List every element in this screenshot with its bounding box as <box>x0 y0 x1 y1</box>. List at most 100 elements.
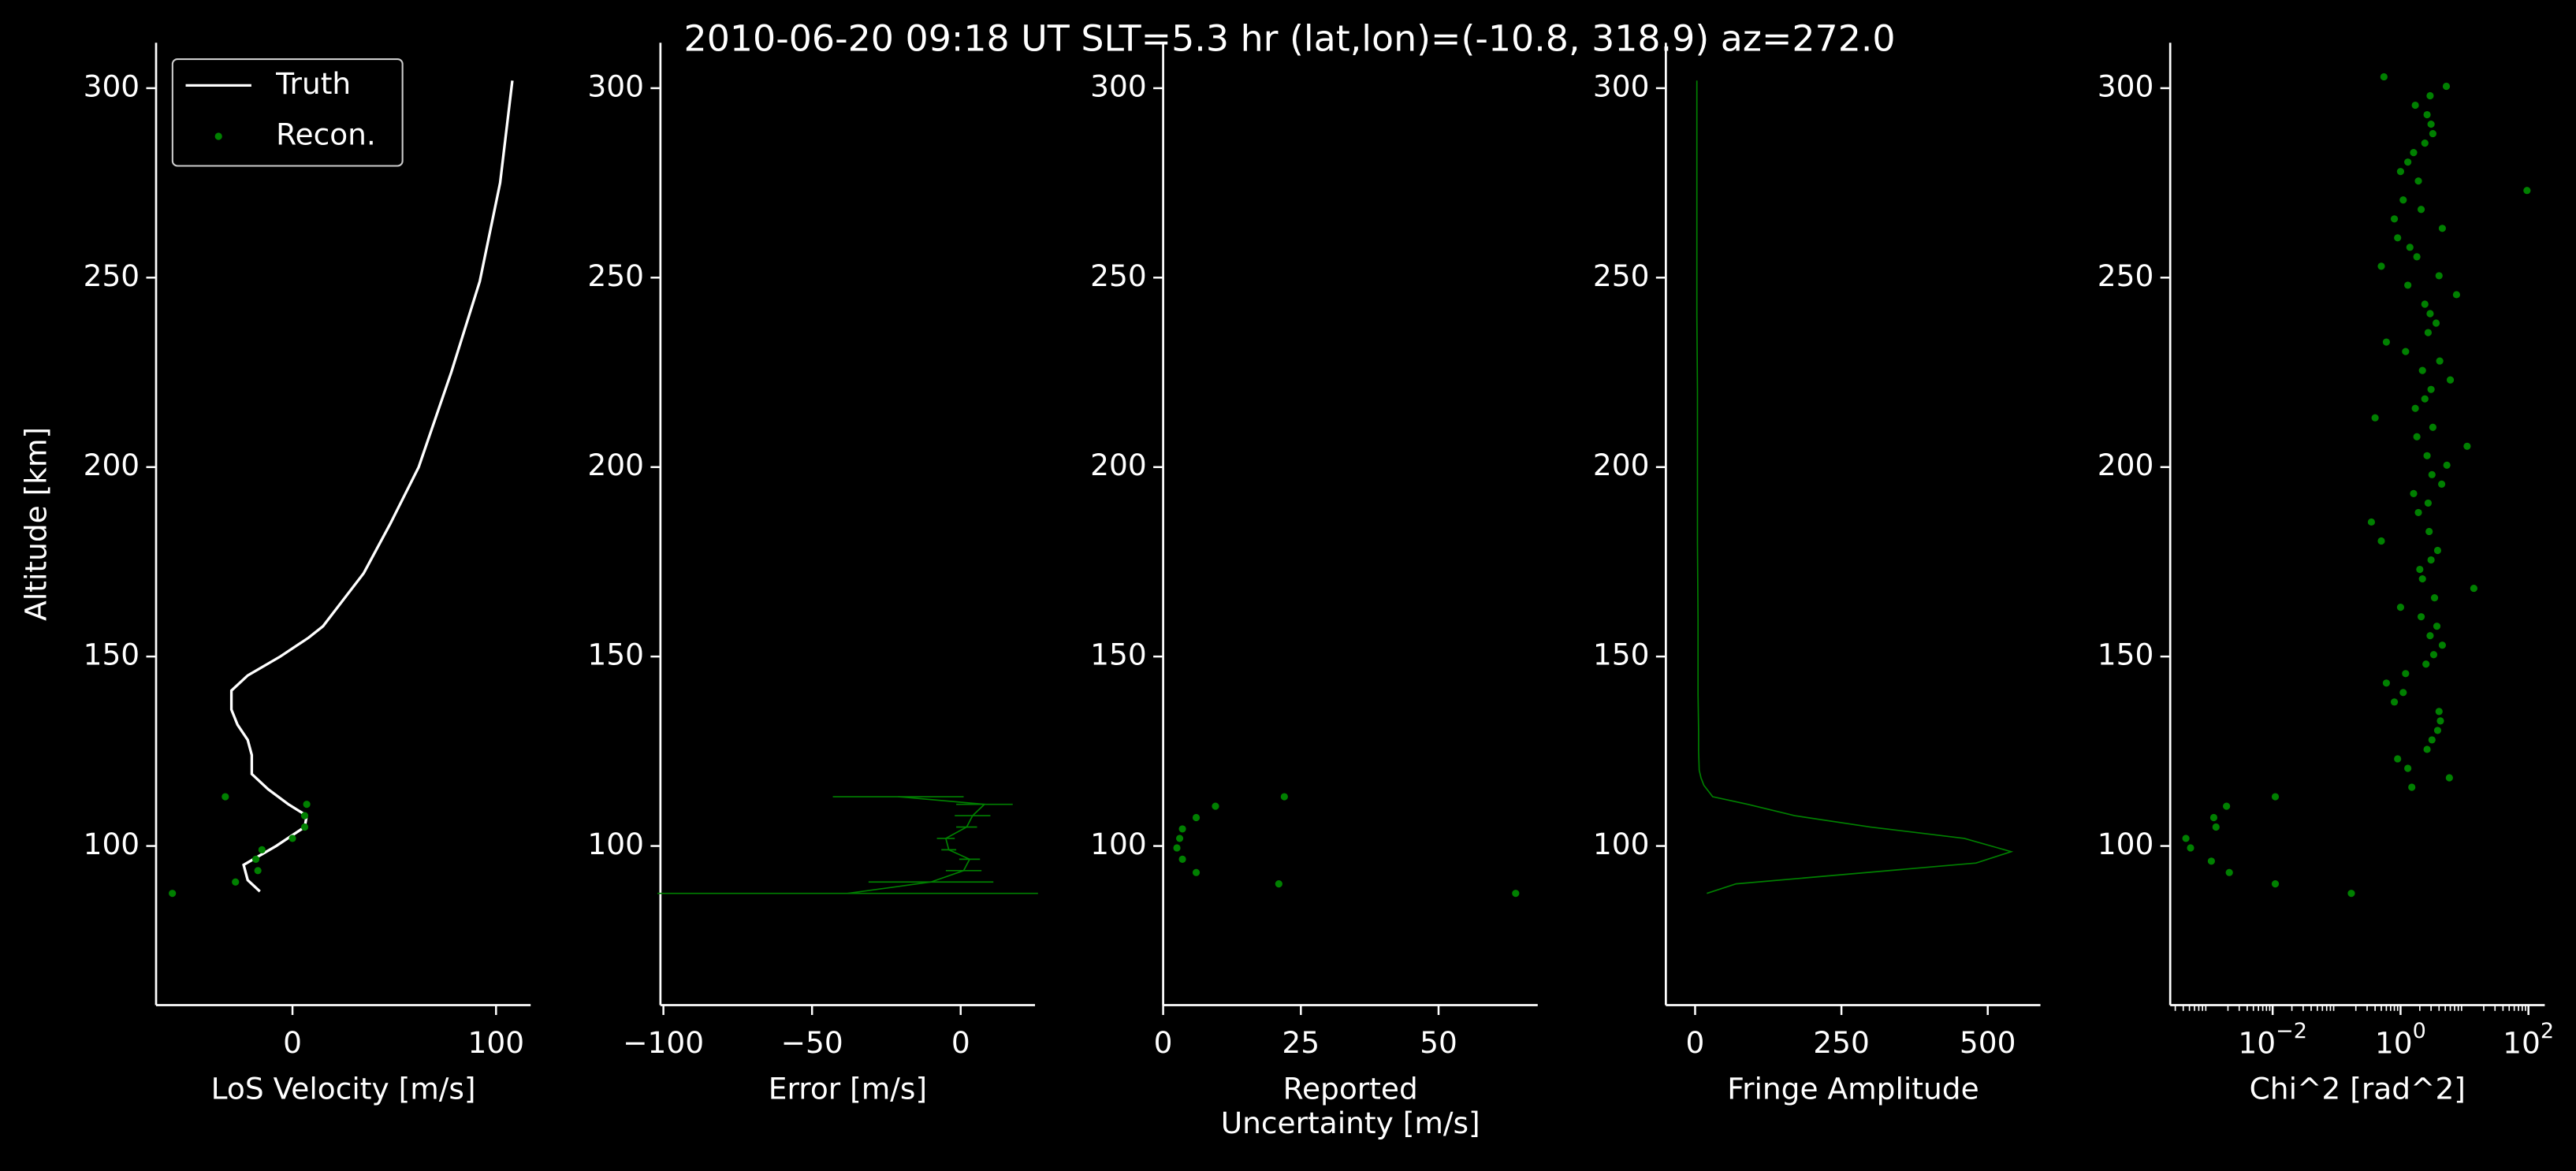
data-point <box>2424 499 2432 507</box>
data-point <box>2402 670 2410 678</box>
figure-title: 2010-06-20 09:18 UT SLT=5.3 hr (lat,lon)… <box>684 17 1896 60</box>
data-point <box>2414 508 2422 517</box>
legend-label: Recon. <box>276 117 376 151</box>
data-point <box>2433 623 2441 630</box>
data-point <box>2470 585 2477 593</box>
data-point <box>2423 110 2431 119</box>
data-point <box>2347 890 2355 898</box>
x-axis-label: Error [m/s] <box>769 1071 927 1106</box>
data-point <box>2429 130 2436 138</box>
data-point <box>2427 385 2435 393</box>
data-point <box>2438 225 2446 232</box>
x-tick-base: 10 <box>2238 1025 2276 1060</box>
y-axis-label: Altitude [km] <box>18 427 53 621</box>
y-tick-label: 200 <box>1090 448 1147 482</box>
data-point <box>2418 574 2426 583</box>
data-point <box>2435 272 2443 280</box>
legend-marker <box>214 132 222 140</box>
data-point <box>1178 855 1186 863</box>
data-point <box>2413 433 2421 441</box>
y-tick-label: 300 <box>1593 69 1650 103</box>
data-point <box>2271 793 2280 801</box>
data-point <box>2212 823 2220 831</box>
y-tick-label: 150 <box>2098 638 2154 672</box>
x-tick-label: 500 <box>1960 1025 2016 1060</box>
data-point <box>2207 857 2215 865</box>
data-point <box>2452 291 2460 299</box>
data-point <box>2438 480 2446 488</box>
x-tick-label: 50 <box>1420 1025 1457 1060</box>
x-tick-exponent: −2 <box>2276 1018 2307 1043</box>
data-point <box>2445 774 2453 782</box>
x-tick-label: 250 <box>1813 1025 1870 1060</box>
data-point <box>2406 243 2414 251</box>
data-point <box>2436 357 2444 365</box>
data-point <box>2377 537 2385 545</box>
data-point <box>258 846 266 853</box>
x-tick-label: 0 <box>951 1025 970 1060</box>
y-tick-label: 150 <box>84 638 140 672</box>
data-point <box>2382 679 2391 687</box>
x-tick-label: 100 <box>2375 1018 2426 1060</box>
data-point <box>2413 253 2421 261</box>
x-tick-label: 100 <box>468 1025 525 1060</box>
data-point <box>2382 338 2391 346</box>
data-point <box>2416 565 2424 574</box>
x-tick-label: −50 <box>781 1025 843 1060</box>
data-point <box>2425 527 2433 536</box>
x-tick-label: 25 <box>1282 1025 1320 1060</box>
data-point <box>2433 546 2442 555</box>
data-point <box>2399 689 2407 697</box>
data-point <box>232 878 240 886</box>
x-axis-label: LoS Velocity [m/s] <box>211 1071 476 1106</box>
data-point <box>2426 632 2434 640</box>
data-point <box>2394 234 2402 242</box>
y-tick-label: 100 <box>1090 827 1147 861</box>
x-tick-label: 10−2 <box>2238 1018 2307 1060</box>
data-point <box>2414 177 2422 185</box>
x-axis-label: Chi^2 [rad^2] <box>2250 1071 2466 1106</box>
data-point <box>2427 556 2435 564</box>
data-point <box>2429 651 2438 659</box>
data-point <box>2408 783 2416 791</box>
data-point <box>2404 158 2412 166</box>
x-axis-label: Reported <box>1283 1071 1418 1106</box>
y-tick-label: 200 <box>1593 448 1650 482</box>
data-point <box>2410 149 2418 157</box>
y-tick-label: 200 <box>2098 448 2154 482</box>
y-tick-label: 250 <box>2098 258 2154 293</box>
data-point <box>2427 120 2435 128</box>
data-point <box>1512 890 1520 898</box>
data-point <box>2390 698 2399 706</box>
data-point <box>303 801 311 809</box>
data-point <box>2463 442 2471 450</box>
data-point <box>2411 101 2419 110</box>
data-point <box>2411 404 2419 412</box>
data-point <box>2367 518 2376 526</box>
data-point <box>2225 868 2233 876</box>
data-point <box>2404 281 2412 289</box>
x-tick-exponent: 2 <box>2541 1018 2554 1043</box>
data-point <box>2187 844 2194 852</box>
data-point <box>2223 802 2231 810</box>
data-point <box>254 867 262 875</box>
data-point <box>1173 844 1181 852</box>
x-axis-label: Fringe Amplitude <box>1727 1071 1979 1106</box>
data-point <box>1212 802 1219 810</box>
data-point <box>2433 727 2442 734</box>
data-point <box>1192 813 1201 822</box>
y-tick-label: 200 <box>84 448 140 482</box>
data-point <box>2432 319 2440 327</box>
data-point <box>2436 717 2444 725</box>
data-point <box>2377 262 2385 270</box>
data-point <box>2371 414 2379 422</box>
y-tick-label: 150 <box>587 638 644 672</box>
data-point <box>2523 187 2531 195</box>
y-tick-label: 100 <box>84 827 140 861</box>
data-point <box>2443 461 2451 469</box>
y-tick-label: 200 <box>587 448 644 482</box>
data-point <box>2428 470 2436 478</box>
y-tick-label: 250 <box>1090 258 1147 293</box>
